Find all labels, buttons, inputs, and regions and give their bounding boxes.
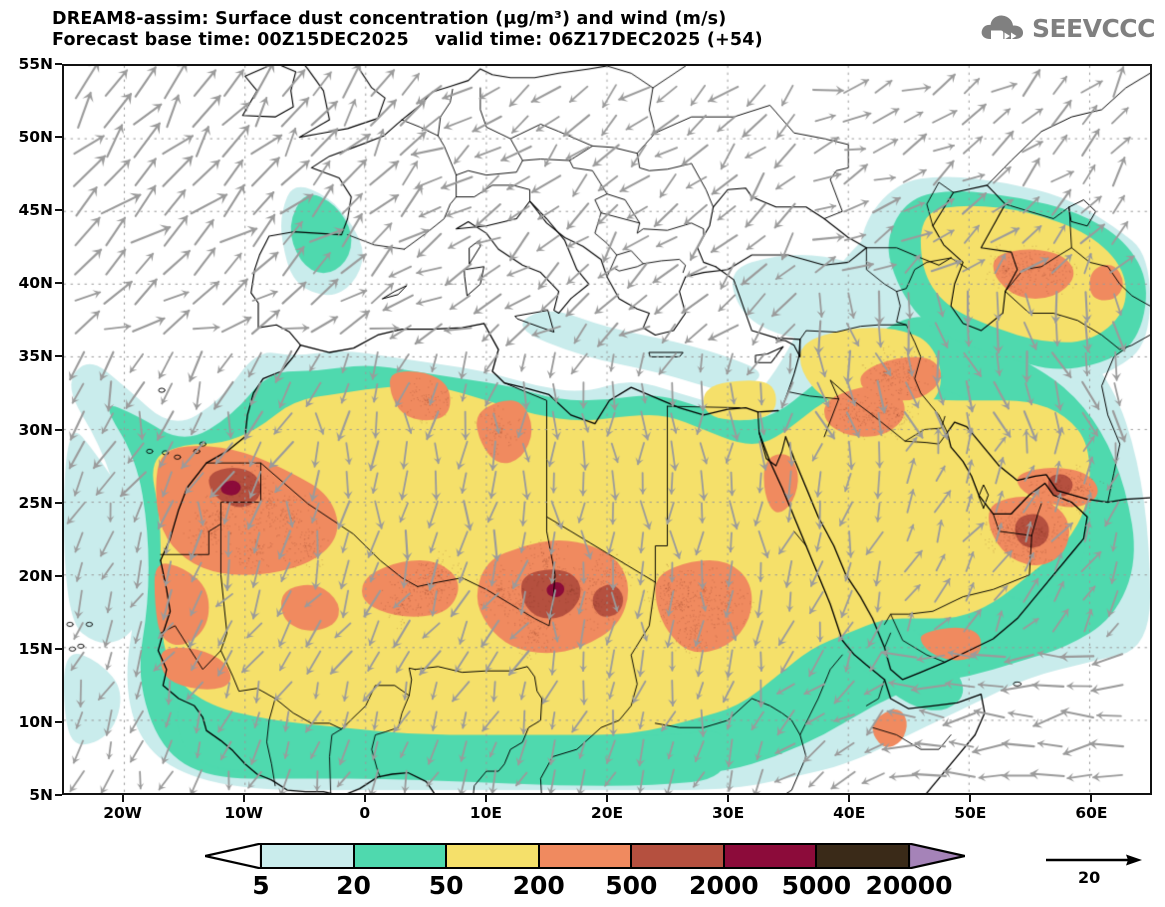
forecast-base-time: Forecast base time: 00Z15DEC2025 (52, 30, 409, 50)
lat-tick-label-45N: 45N (18, 201, 53, 219)
colorbar-band-6[interactable] (816, 843, 909, 869)
lat-tick-label-15N: 15N (18, 640, 53, 658)
chart-title-block: DREAM8-assim: Surface dust concentration… (52, 9, 1012, 51)
lat-tickmark (55, 63, 62, 65)
lon-tickmark (1090, 795, 1092, 802)
lat-tickmark (55, 648, 62, 650)
colorbar-band-1[interactable] (354, 843, 447, 869)
lon-tick-label-60E: 60E (1061, 804, 1121, 822)
lon-tick-label-20W: 20W (93, 804, 153, 822)
lat-tick-label-55N: 55N (18, 55, 53, 73)
lat-tick-label-5N: 5N (29, 786, 53, 804)
wind-reference-vector: 20 (1038, 848, 1150, 892)
colorbar-band-4[interactable] (631, 843, 724, 869)
lon-tickmark (122, 795, 124, 802)
lon-tick-label-40E: 40E (819, 804, 879, 822)
lat-tickmark (55, 429, 62, 431)
lat-tickmark (55, 282, 62, 284)
lat-tickmark (55, 355, 62, 357)
colorbar-tick-20: 20 (336, 871, 371, 900)
lat-tick-label-40N: 40N (18, 274, 53, 292)
lon-tickmark (727, 795, 729, 802)
colorbar-over-cap (909, 843, 965, 869)
lat-tickmark (55, 209, 62, 211)
colorbar-tick-2000: 2000 (689, 871, 759, 900)
wind-reference-label: 20 (1078, 868, 1100, 887)
lat-tickmark (55, 721, 62, 723)
lat-tick-label-50N: 50N (18, 128, 53, 146)
lat-tick-label-10N: 10N (18, 713, 53, 731)
lon-tickmark (848, 795, 850, 802)
cloud-icon (979, 12, 1025, 44)
lon-tickmark (969, 795, 971, 802)
lat-tick-label-25N: 25N (18, 494, 53, 512)
lat-tick-label-20N: 20N (18, 567, 53, 585)
lon-tick-label-30E: 30E (698, 804, 758, 822)
lat-tickmark (55, 502, 62, 504)
colorbar-band-2[interactable] (446, 843, 539, 869)
dust-concentration-map[interactable] (62, 64, 1152, 795)
lat-tickmark (55, 136, 62, 138)
colorbar-band-0[interactable] (261, 843, 354, 869)
colorbar-tick-5000: 5000 (782, 871, 852, 900)
lon-tickmark (364, 795, 366, 802)
lon-tickmark (606, 795, 608, 802)
colorbar-band-3[interactable] (539, 843, 632, 869)
chart-title: DREAM8-assim: Surface dust concentration… (52, 9, 1012, 30)
colorbar-tick-5: 5 (252, 871, 269, 900)
seevccc-logo: SEEVCCC (979, 12, 1155, 44)
lon-tick-label-0: 0 (335, 804, 395, 822)
map-canvas[interactable] (64, 66, 1150, 793)
colorbar-tick-200: 200 (513, 871, 565, 900)
chart-subtitle: Forecast base time: 00Z15DEC2025 valid ti… (52, 30, 1012, 51)
lat-tick-label-35N: 35N (18, 347, 53, 365)
lon-tick-label-10E: 10E (456, 804, 516, 822)
colorbar-band-5[interactable] (724, 843, 817, 869)
lon-tick-label-20E: 20E (577, 804, 637, 822)
lon-tick-label-10W: 10W (214, 804, 274, 822)
logo-text: SEEVCCC (1032, 14, 1155, 43)
lon-tickmark (243, 795, 245, 802)
lon-tickmark (485, 795, 487, 802)
colorbar-tick-500: 500 (605, 871, 657, 900)
lon-tick-label-50E: 50E (940, 804, 1000, 822)
lat-tickmark (55, 794, 62, 796)
valid-time: valid time: 06Z17DEC2025 (+54) (435, 30, 763, 50)
colorbar-tick-50: 50 (429, 871, 464, 900)
colorbar-bands[interactable] (205, 843, 965, 869)
lat-tick-label-30N: 30N (18, 421, 53, 439)
lat-tickmark (55, 575, 62, 577)
colorbar[interactable]: 5 20 50 200 500 2000 5000 20000 (205, 843, 965, 901)
colorbar-tick-20000: 20000 (866, 871, 953, 900)
colorbar-under-cap (205, 843, 261, 869)
